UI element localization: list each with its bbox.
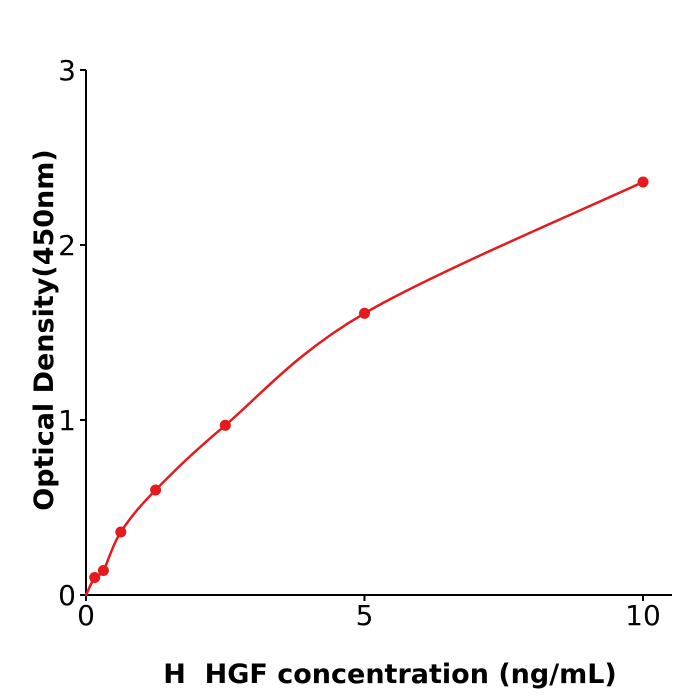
y-tick-label: 1: [58, 404, 76, 437]
y-axis-ticks: 0 1 2 3: [58, 54, 86, 612]
data-point: [150, 484, 162, 496]
data-point: [97, 565, 109, 576]
x-axis-ticks: 0 5 10: [77, 595, 661, 632]
fit-curve-line: [84, 180, 645, 597]
data-point: [219, 419, 231, 431]
x-tick-label: 5: [356, 599, 374, 632]
data-point: [637, 176, 649, 188]
y-tick-label: 3: [58, 54, 76, 87]
x-tick-label: 10: [625, 599, 661, 632]
x-axis-label: H HGF concentration (ng/mL): [163, 659, 617, 690]
data-point: [115, 526, 127, 538]
y-axis: 0 1 2 3: [58, 54, 87, 612]
data-point: [89, 572, 101, 583]
data-point: [359, 307, 370, 319]
data-points: [89, 176, 649, 583]
y-tick-label: 0: [58, 579, 76, 612]
y-tick-label: 2: [58, 229, 76, 262]
x-tick-label: 0: [77, 599, 95, 632]
y-axis-label: Optical Density(450nm): [29, 149, 60, 511]
x-axis: 0 5 10: [77, 594, 672, 632]
